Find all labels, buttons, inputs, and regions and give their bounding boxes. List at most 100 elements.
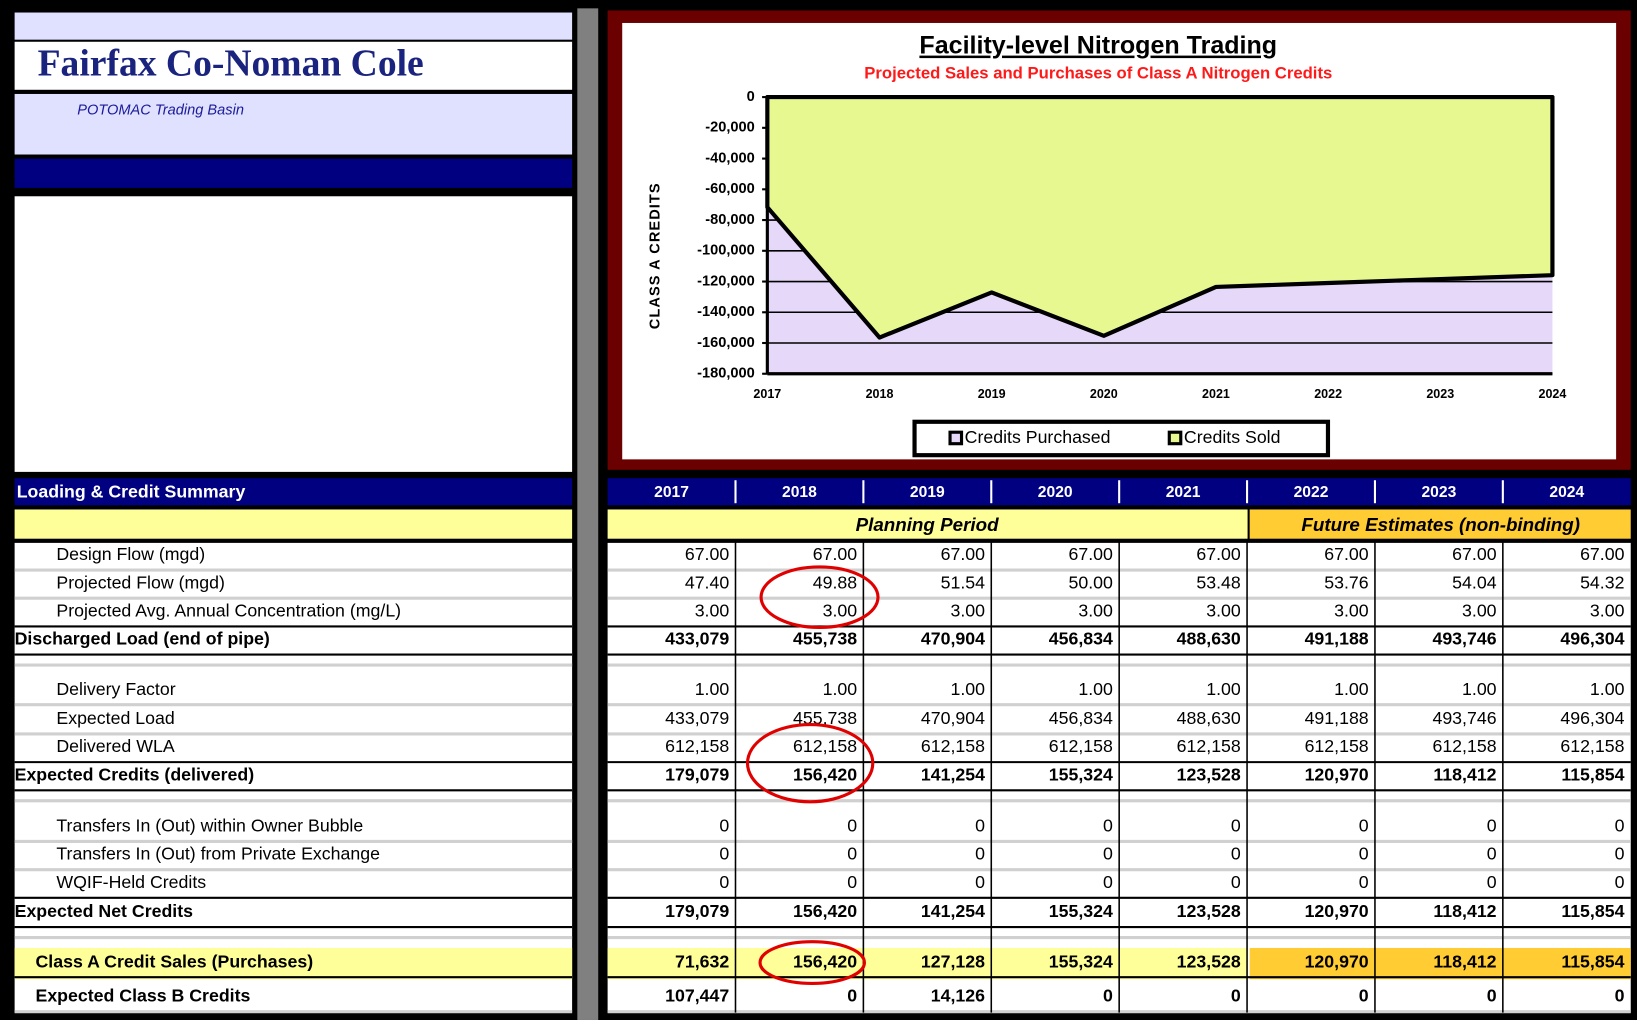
cell-value: 123,528 bbox=[1177, 764, 1241, 784]
cell-value: 156,420 bbox=[793, 764, 857, 784]
cell-value: 1.00 bbox=[1334, 679, 1369, 699]
row-label: Discharged Load (end of pipe) bbox=[15, 629, 270, 649]
label-column bbox=[14, 542, 573, 1013]
cell-value: 488,630 bbox=[1177, 629, 1241, 649]
cell-value: 0 bbox=[975, 844, 985, 864]
cell-value: 0 bbox=[719, 872, 729, 892]
navy-band bbox=[14, 158, 573, 188]
cell-value: 0 bbox=[1103, 986, 1113, 1006]
class-a-band-planning bbox=[607, 947, 1248, 980]
cell-value: 0 bbox=[1615, 872, 1625, 892]
cell-value: 1.00 bbox=[1462, 679, 1497, 699]
cell-value: 120,970 bbox=[1305, 901, 1369, 921]
cell-value: 3.00 bbox=[823, 600, 858, 620]
subtitle-box bbox=[14, 93, 573, 155]
y-tick-label: -140,000 bbox=[697, 304, 755, 320]
cell-value: 1.00 bbox=[695, 679, 730, 699]
cell-value: 612,158 bbox=[1560, 736, 1624, 756]
cell-value: 3.00 bbox=[1078, 600, 1113, 620]
cell-value: 0 bbox=[1231, 816, 1241, 836]
x-tick-label: 2023 bbox=[1426, 387, 1454, 401]
cell-value: 612,158 bbox=[1432, 736, 1496, 756]
cell-value: 67.00 bbox=[1580, 544, 1625, 564]
cell-value: 0 bbox=[1487, 986, 1497, 1006]
legend-label: Credits Sold bbox=[1184, 427, 1281, 447]
row-label: Class A Credit Sales (Purchases) bbox=[35, 951, 313, 971]
highlight-circle bbox=[758, 940, 866, 986]
cell-value: 0 bbox=[1359, 872, 1369, 892]
x-tick-label: 2019 bbox=[978, 387, 1006, 401]
cell-value: 0 bbox=[1103, 816, 1113, 836]
cell-value: 127,128 bbox=[921, 951, 985, 971]
cell-value: 49.88 bbox=[813, 572, 858, 592]
y-tick-label: -160,000 bbox=[697, 335, 755, 351]
divider bbox=[577, 8, 599, 1020]
chart-title: Facility-level Nitrogen Trading bbox=[919, 32, 1277, 60]
row-label: Expected Class B Credits bbox=[35, 986, 250, 1006]
cell-value: 0 bbox=[1103, 872, 1113, 892]
basin-label: POTOMAC Trading Basin bbox=[77, 103, 244, 119]
cell-value: 53.48 bbox=[1196, 572, 1241, 592]
cell-value: 47.40 bbox=[685, 572, 730, 592]
cell-value: 67.00 bbox=[813, 544, 858, 564]
cell-value: 470,904 bbox=[921, 708, 985, 728]
cell-value: 0 bbox=[847, 816, 857, 836]
planning-period: Planning Period bbox=[856, 514, 999, 535]
cell-value: 67.00 bbox=[1196, 544, 1241, 564]
year-header: 2024 bbox=[1549, 484, 1584, 501]
cell-value: 1.00 bbox=[1206, 679, 1241, 699]
cell-value: 179,079 bbox=[665, 764, 729, 784]
header-band-left bbox=[14, 478, 573, 506]
cell-value: 496,304 bbox=[1560, 708, 1624, 728]
cell-value: 141,254 bbox=[921, 901, 985, 921]
cell-value: 0 bbox=[1103, 844, 1113, 864]
cell-value: 155,324 bbox=[1049, 764, 1113, 784]
area bbox=[765, 95, 1555, 340]
cell-value: 51.54 bbox=[941, 572, 986, 592]
cell-value: 612,158 bbox=[1305, 736, 1369, 756]
cell-value: 455,738 bbox=[793, 629, 857, 649]
cell-value: 0 bbox=[1231, 844, 1241, 864]
cell-value: 1.00 bbox=[950, 679, 985, 699]
cell-value: 67.00 bbox=[941, 544, 986, 564]
cell-value: 612,158 bbox=[665, 736, 729, 756]
y-axis-label: CLASS A CREDITS bbox=[647, 182, 663, 329]
legend-swatch bbox=[948, 430, 964, 446]
cell-value: 53.76 bbox=[1324, 572, 1369, 592]
cell-value: 496,304 bbox=[1560, 629, 1624, 649]
cell-value: 118,412 bbox=[1433, 951, 1496, 971]
cell-value: 612,158 bbox=[793, 736, 857, 756]
cell-value: 156,420 bbox=[793, 901, 857, 921]
chart-subtitle: Projected Sales and Purchases of Class A… bbox=[864, 64, 1332, 83]
cell-value: 3.00 bbox=[1590, 600, 1625, 620]
cell-value: 67.00 bbox=[1069, 544, 1114, 564]
cell-value: 0 bbox=[1487, 872, 1497, 892]
chart-layer: 0 -20,000 -40,000 -60,000 -80,000 -100,000 -12… bbox=[697, 89, 1566, 447]
cell-value: 0 bbox=[1615, 816, 1625, 836]
table-layer: 2017 2018 2019 2020 2021 2022 2023 2024 Design F… bbox=[15, 480, 1631, 1014]
row-label: Expected Net Credits bbox=[15, 901, 194, 921]
cell-value: 3.00 bbox=[695, 600, 730, 620]
cell-value: 0 bbox=[1487, 844, 1497, 864]
cell-value: 0 bbox=[1359, 816, 1369, 836]
cell-value: 123,528 bbox=[1177, 901, 1241, 921]
cell-value: 433,079 bbox=[665, 629, 729, 649]
cell-value: 456,834 bbox=[1049, 708, 1113, 728]
legend-swatch bbox=[1167, 430, 1183, 446]
cell-value: 0 bbox=[1487, 816, 1497, 836]
period-band-left bbox=[14, 509, 573, 539]
cell-value: 67.00 bbox=[1324, 544, 1369, 564]
row-label: Delivery Factor bbox=[56, 679, 175, 699]
row-label: Projected Flow (mgd) bbox=[56, 572, 225, 592]
year-header: 2022 bbox=[1294, 484, 1329, 501]
cell-value: 488,630 bbox=[1177, 708, 1241, 728]
cell-value: 67.00 bbox=[685, 544, 730, 564]
row-label: Expected Load bbox=[56, 708, 174, 728]
highlight-circle bbox=[759, 565, 880, 630]
y-tick-label: -80,000 bbox=[705, 212, 755, 228]
cell-value: 14,126 bbox=[931, 986, 985, 1006]
y-tick-label: -20,000 bbox=[705, 120, 755, 136]
